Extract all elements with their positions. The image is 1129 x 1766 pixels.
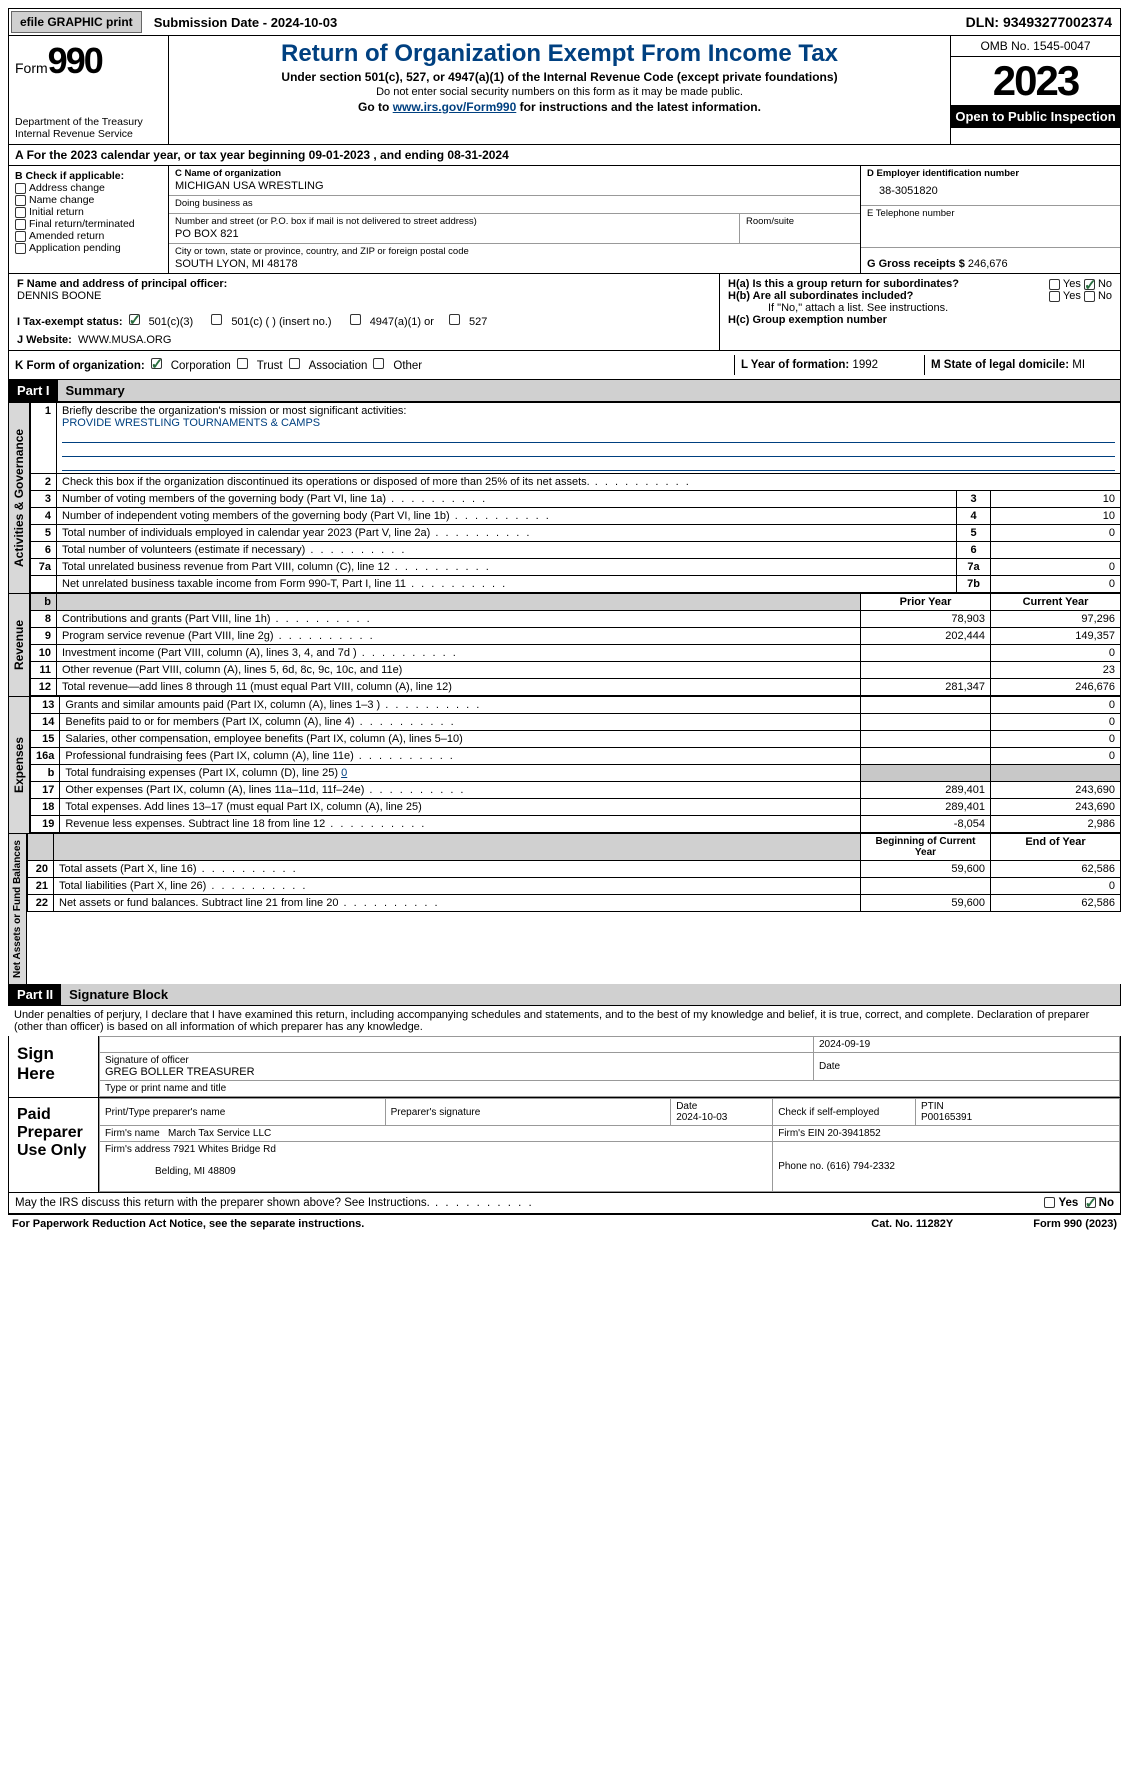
field-street: Number and street (or P.O. box if mail i… (169, 214, 740, 244)
dept-treasury: Department of the Treasury Internal Reve… (15, 116, 162, 140)
cb-501c[interactable] (211, 314, 222, 325)
form-title: Return of Organization Exempt From Incom… (177, 40, 942, 68)
cb-assoc[interactable] (289, 358, 300, 369)
entity-info-row: B Check if applicable: Address change Na… (8, 166, 1121, 274)
summary-netassets-table: Beginning of Current YearEnd of Year 20T… (27, 833, 1121, 912)
irs-link[interactable]: www.irs.gov/Form990 (393, 100, 517, 114)
summary-expenses-table: 13Grants and similar amounts paid (Part … (30, 696, 1121, 833)
cb-501c3[interactable] (129, 314, 140, 325)
page-footer: For Paperwork Reduction Act Notice, see … (8, 1214, 1121, 1233)
cb-ha-yes[interactable] (1049, 279, 1060, 290)
part2-header: Part II Signature Block (8, 984, 1121, 1006)
cb-initial-return[interactable] (15, 207, 26, 218)
row-klm: K Form of organization: Corporation Trus… (8, 351, 1121, 380)
form-header: Form990 Department of the Treasury Inter… (8, 36, 1121, 145)
top-bar: efile GRAPHIC print Submission Date - 20… (8, 8, 1121, 36)
cb-hb-no[interactable] (1084, 291, 1095, 302)
form-subtitle: Under section 501(c), 527, or 4947(a)(1)… (177, 70, 942, 84)
cb-address-change[interactable] (15, 183, 26, 194)
box-b-checkboxes: B Check if applicable: Address change Na… (9, 166, 169, 273)
cb-other[interactable] (373, 358, 384, 369)
side-label-activities: Activities & Governance (8, 402, 30, 593)
side-label-netassets: Net Assets or Fund Balances (8, 833, 27, 984)
cb-name-change[interactable] (15, 195, 26, 206)
cb-527[interactable] (449, 314, 460, 325)
cb-application-pending[interactable] (15, 243, 26, 254)
field-tax-exempt-status: I Tax-exempt status: 501(c)(3) 501(c) ( … (17, 314, 711, 328)
field-city: City or town, state or province, country… (169, 244, 860, 273)
field-state-domicile: M State of legal domicile: MI (924, 355, 1114, 375)
field-year-formation: L Year of formation: 1992 (734, 355, 924, 375)
omb-number: OMB No. 1545-0047 (951, 36, 1120, 57)
link-16b-zero[interactable]: 0 (341, 767, 347, 779)
part1-header: Part I Summary (8, 380, 1121, 402)
field-dba: Doing business as (169, 196, 860, 214)
sign-here-label: Sign Here (9, 1036, 99, 1097)
officer-group-row: F Name and address of principal officer:… (8, 274, 1121, 351)
cb-hb-yes[interactable] (1049, 291, 1060, 302)
cb-discuss-yes[interactable] (1044, 1197, 1055, 1208)
tax-year: 2023 (951, 57, 1120, 105)
summary-revenue-table: bPrior YearCurrent Year 8Contributions a… (30, 593, 1121, 696)
side-label-revenue: Revenue (8, 593, 30, 696)
cb-final-return[interactable] (15, 219, 26, 230)
field-h-b-note: If "No," attach a list. See instructions… (728, 302, 1112, 314)
field-h-c: H(c) Group exemption number (728, 314, 1112, 326)
field-h-a: H(a) Is this a group return for subordin… (728, 278, 1112, 290)
summary-activities-table: 1 Briefly describe the organization's mi… (30, 402, 1121, 593)
signature-block: Sign Here 2024-09-19 Signature of office… (8, 1036, 1121, 1193)
form-note-ssn: Do not enter social security numbers on … (177, 86, 942, 98)
field-gross-receipts: G Gross receipts $ 246,676 (861, 248, 1120, 272)
perjury-declaration: Under penalties of perjury, I declare th… (8, 1006, 1121, 1036)
line-a-tax-year: A For the 2023 calendar year, or tax yea… (8, 145, 1121, 166)
may-irs-discuss: May the IRS discuss this return with the… (8, 1193, 1121, 1214)
cb-corp[interactable] (151, 358, 162, 369)
cb-amended-return[interactable] (15, 231, 26, 242)
side-label-expenses: Expenses (8, 696, 30, 833)
cb-discuss-no[interactable] (1085, 1197, 1096, 1208)
efile-print-button[interactable]: efile GRAPHIC print (11, 11, 142, 33)
dln: DLN: 93493277002374 (966, 14, 1120, 30)
field-room: Room/suite (740, 214, 860, 244)
cb-trust[interactable] (237, 358, 248, 369)
paid-preparer-label: Paid Preparer Use Only (9, 1098, 99, 1192)
field-ein: D Employer identification number 38-3051… (861, 166, 1120, 206)
field-principal-officer: F Name and address of principal officer:… (17, 278, 711, 302)
cb-ha-no[interactable] (1084, 279, 1095, 290)
form-number: Form990 (15, 40, 162, 82)
field-h-b: H(b) Are all subordinates included? Yes … (728, 290, 1112, 302)
cb-4947[interactable] (350, 314, 361, 325)
field-org-name: C Name of organization MICHIGAN USA WRES… (169, 166, 860, 196)
open-to-public: Open to Public Inspection (951, 105, 1120, 128)
submission-date: Submission Date - 2024-10-03 (144, 12, 348, 33)
field-phone: E Telephone number (861, 206, 1120, 248)
form-goto: Go to www.irs.gov/Form990 for instructio… (177, 100, 942, 114)
field-website: J Website: WWW.MUSA.ORG (17, 334, 711, 346)
